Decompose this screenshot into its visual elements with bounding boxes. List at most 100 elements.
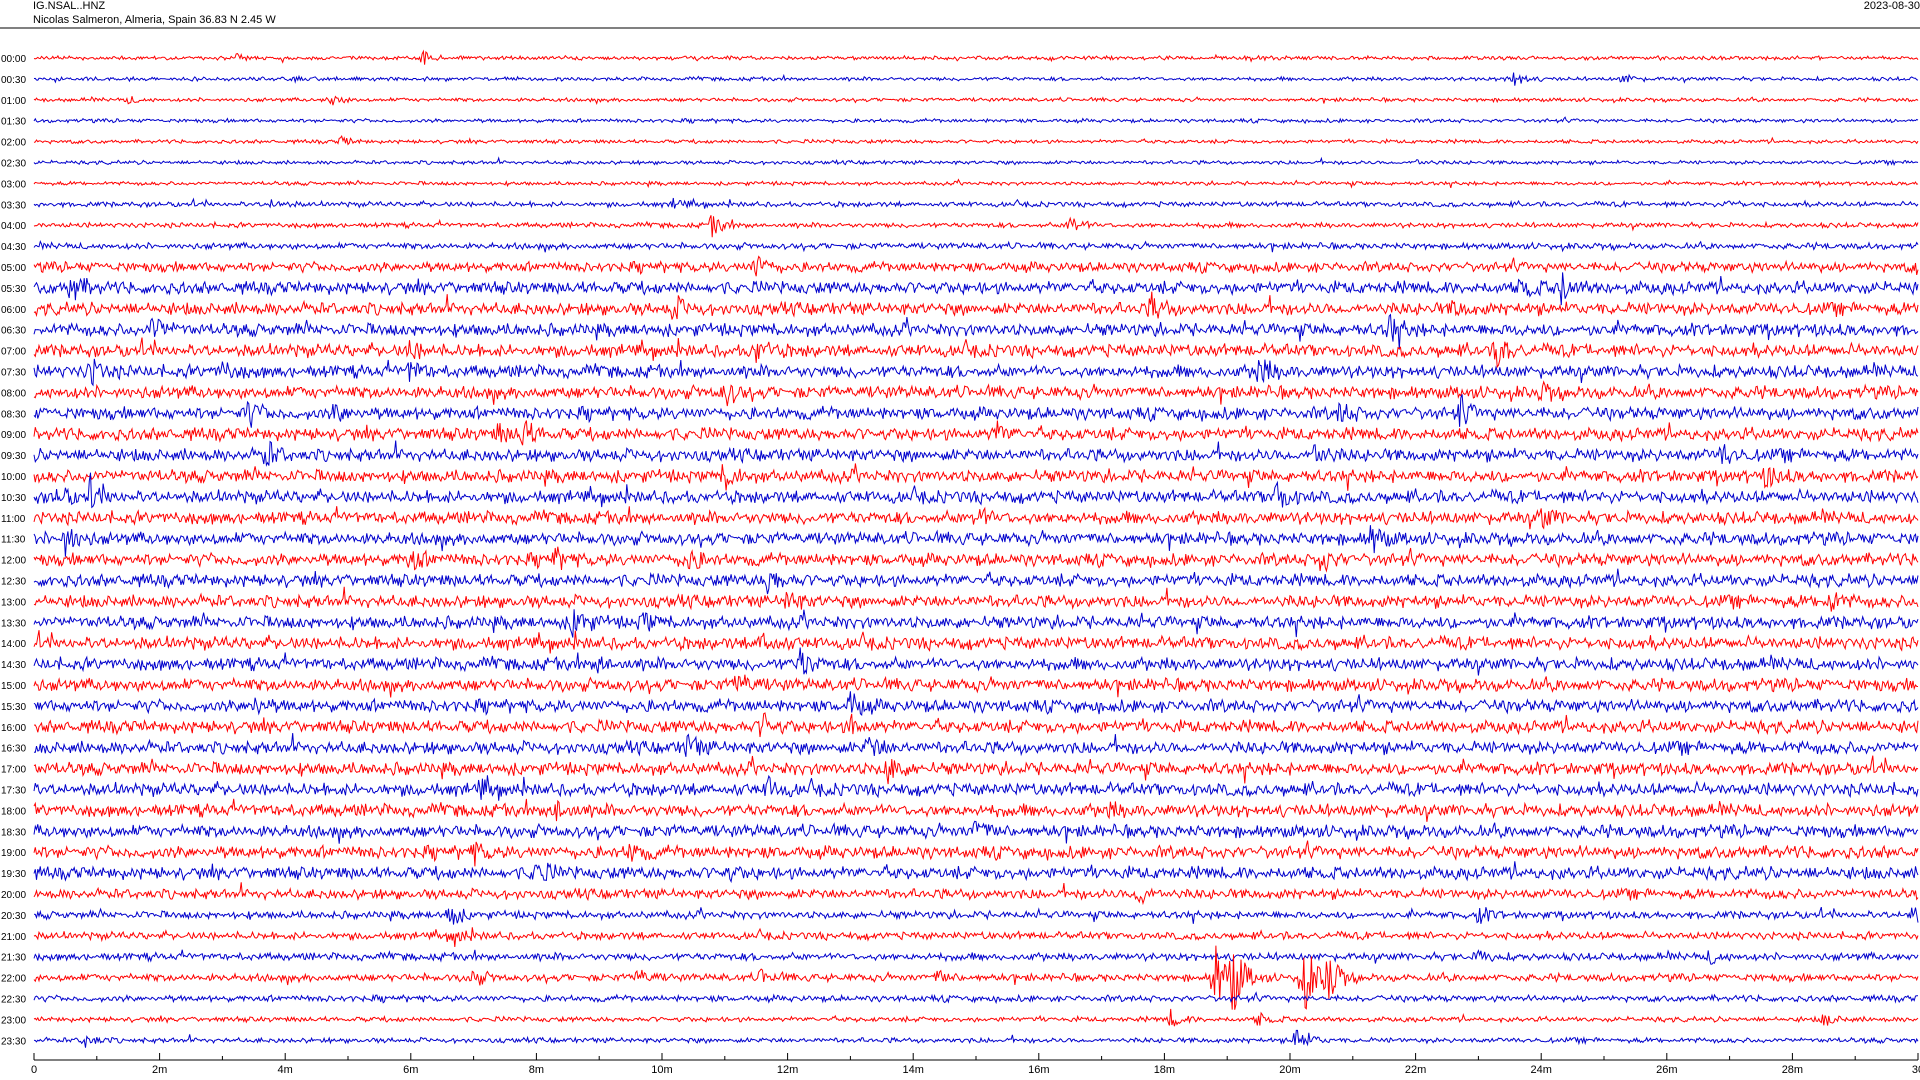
row-label: 09:00 (1, 430, 26, 441)
trace-1200 (33, 546, 1919, 573)
trace-0530 (33, 272, 1919, 306)
trace-0700 (33, 337, 1919, 369)
trace-0730 (33, 358, 1919, 387)
x-tick-label: 26m (1656, 1064, 1677, 1076)
row-label: 03:30 (1, 200, 26, 211)
station-code: IG.NSAL..HNZ (33, 0, 106, 12)
row-label: 21:00 (1, 932, 26, 943)
row-label: 23:00 (1, 1015, 26, 1026)
trace-1030 (33, 472, 1919, 509)
trace-0100 (33, 95, 1919, 106)
trace-2030 (33, 906, 1919, 925)
trace-1730 (33, 774, 1919, 801)
row-label: 21:30 (1, 953, 26, 964)
trace-2300 (33, 1008, 1919, 1027)
row-label: 00:30 (1, 75, 26, 86)
row-label: 12:00 (1, 556, 26, 567)
trace-2000 (33, 882, 1919, 906)
trace-0330 (33, 197, 1919, 209)
row-label: 23:30 (1, 1036, 26, 1047)
row-label: 15:00 (1, 681, 26, 692)
row-label: 19:00 (1, 848, 26, 859)
row-label: 17:00 (1, 765, 26, 776)
row-label: 01:30 (1, 117, 26, 128)
trace-1300 (33, 586, 1919, 612)
row-label: 08:00 (1, 388, 26, 399)
trace-1700 (33, 755, 1919, 785)
x-tick-label: 12m (777, 1064, 798, 1076)
x-tick-label: 0 (31, 1064, 37, 1076)
x-tick-label: 24m (1530, 1064, 1551, 1076)
trace-1830 (33, 820, 1919, 844)
x-tick-label: 6m (403, 1064, 418, 1076)
row-label: 07:30 (1, 368, 26, 379)
trace-2130 (33, 949, 1919, 965)
row-label: 15:30 (1, 702, 26, 713)
seismic-traces (33, 49, 1919, 1048)
trace-0930 (33, 440, 1919, 467)
station-location: Nicolas Salmeron, Almeria, Spain 36.83 N… (33, 14, 276, 26)
row-label: 13:30 (1, 618, 26, 629)
trace-0400 (33, 215, 1919, 238)
x-tick-label: 20m (1279, 1064, 1300, 1076)
trace-0800 (33, 380, 1919, 407)
x-tick-label: 2m (152, 1064, 167, 1076)
row-label: 04:30 (1, 242, 26, 253)
row-label: 07:00 (1, 347, 26, 358)
trace-2200 (33, 945, 1919, 1010)
row-label: 11:30 (1, 535, 26, 546)
trace-1330 (33, 609, 1919, 638)
trace-1000 (33, 463, 1919, 491)
row-label: 06:00 (1, 305, 26, 316)
x-tick-label: 16m (1028, 1064, 1049, 1076)
trace-0130 (33, 116, 1919, 125)
row-label: 04:00 (1, 221, 26, 232)
trace-0300 (33, 178, 1919, 189)
row-label: 08:30 (1, 409, 26, 420)
record-date: 2023-08-30 (1863, 0, 1920, 12)
row-label: 05:30 (1, 284, 26, 295)
row-label: 20:00 (1, 890, 26, 901)
trace-1530 (33, 691, 1919, 716)
row-label: 00:00 (1, 54, 26, 65)
trace-1400 (33, 630, 1919, 654)
trace-0500 (33, 255, 1919, 277)
trace-1800 (33, 798, 1919, 822)
trace-0600 (33, 291, 1919, 320)
row-label: 22:00 (1, 974, 26, 985)
trace-1930 (33, 861, 1919, 884)
row-label: 02:00 (1, 138, 26, 149)
trace-0230 (33, 156, 1919, 167)
row-label: 05:00 (1, 263, 26, 274)
x-tick-label: 4m (278, 1064, 293, 1076)
x-tick-label: 10m (651, 1064, 672, 1076)
row-label: 10:30 (1, 493, 26, 504)
trace-2100 (33, 927, 1919, 948)
trace-0200 (33, 134, 1919, 146)
row-label: 20:30 (1, 911, 26, 922)
trace-0000 (33, 49, 1919, 65)
trace-0830 (33, 394, 1919, 428)
trace-1900 (33, 840, 1919, 867)
x-tick-label: 30 (1912, 1064, 1920, 1076)
x-tick-label: 8m (529, 1064, 544, 1076)
row-label: 02:30 (1, 159, 26, 170)
row-label: 22:30 (1, 995, 26, 1006)
x-axis: 0 2m 4m 6m 8m 10m 12m 14m 16m 18m 20m 22m 24m 26m 28m 3… (31, 1053, 1920, 1076)
x-tick-label: 18m (1154, 1064, 1175, 1076)
row-label: 01:00 (1, 96, 26, 107)
row-label: 18:00 (1, 806, 26, 817)
trace-1230 (33, 568, 1919, 595)
trace-0430 (33, 240, 1919, 253)
trace-1630 (33, 733, 1919, 757)
trace-1600 (33, 712, 1919, 738)
row-label: 12:30 (1, 577, 26, 588)
trace-1130 (33, 525, 1919, 557)
row-label: 11:00 (1, 514, 26, 525)
x-tick-label: 22m (1405, 1064, 1426, 1076)
trace-0900 (33, 420, 1919, 446)
row-label: 14:30 (1, 660, 26, 671)
trace-1100 (33, 506, 1919, 530)
row-labels: 00:00 00:30 01:00 01:30 02:00 02:30 03:00 03:30… (1, 54, 26, 1047)
